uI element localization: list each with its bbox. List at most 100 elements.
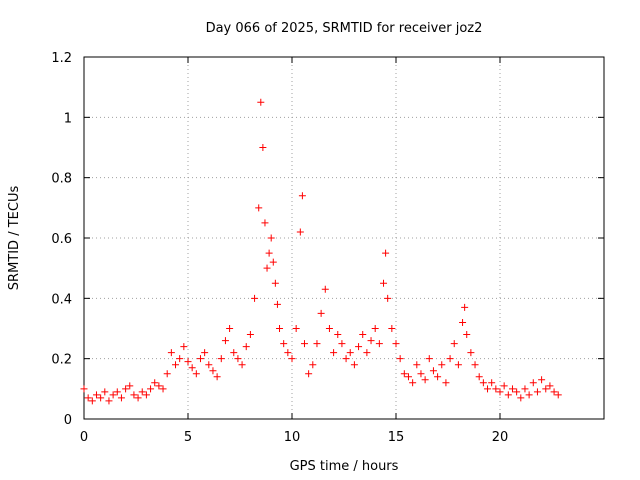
- data-point: [330, 349, 338, 357]
- data-point: [342, 355, 350, 363]
- data-point: [201, 349, 209, 357]
- data-point: [442, 379, 450, 387]
- data-point: [273, 300, 281, 308]
- data-point: [205, 361, 213, 369]
- data-point: [421, 376, 429, 384]
- data-point: [325, 325, 333, 332]
- data-points: [80, 98, 562, 405]
- data-point: [496, 388, 504, 396]
- data-point: [284, 349, 292, 357]
- data-point: [538, 376, 546, 384]
- data-point: [475, 373, 483, 381]
- data-point: [355, 343, 363, 351]
- data-point: [413, 361, 421, 369]
- data-point: [508, 385, 516, 393]
- data-point: [434, 373, 442, 381]
- data-point: [479, 379, 487, 387]
- data-point: [517, 394, 525, 402]
- data-point: [371, 325, 379, 332]
- data-point: [463, 331, 471, 339]
- data-point: [382, 249, 390, 257]
- y-tick-label: 1.2: [51, 51, 72, 66]
- data-point: [261, 219, 269, 227]
- data-point: [429, 367, 437, 375]
- data-point: [109, 391, 117, 399]
- data-point: [529, 379, 537, 387]
- data-point: [321, 285, 329, 293]
- data-point: [221, 337, 229, 345]
- data-point: [226, 325, 234, 332]
- data-point: [134, 394, 142, 402]
- data-point: [471, 361, 479, 369]
- x-axis-label: GPS time / hours: [290, 459, 399, 474]
- chart-title: Day 066 of 2025, SRMTID for receiver joz…: [206, 21, 483, 36]
- data-point: [296, 228, 304, 236]
- y-tick-label: 0.4: [51, 292, 72, 307]
- data-point: [454, 361, 462, 369]
- data-point: [317, 309, 325, 317]
- data-point: [280, 340, 288, 348]
- data-point: [425, 355, 433, 363]
- data-point: [126, 382, 134, 390]
- data-point: [269, 258, 277, 266]
- data-point: [392, 340, 400, 348]
- data-point: [492, 385, 500, 393]
- data-point: [446, 355, 454, 363]
- data-point: [367, 337, 375, 345]
- data-point: [404, 373, 412, 381]
- data-point: [92, 391, 100, 399]
- data-point: [300, 340, 308, 348]
- data-point: [546, 382, 554, 390]
- data-point: [265, 249, 273, 257]
- data-point: [459, 318, 467, 326]
- y-tick-label: 0.2: [51, 353, 72, 368]
- data-point: [298, 192, 306, 200]
- data-point: [80, 385, 88, 393]
- data-point: [500, 382, 508, 390]
- data-point: [346, 349, 354, 357]
- axis-ticks: [83, 56, 604, 420]
- data-point: [400, 370, 408, 378]
- data-point: [409, 379, 417, 387]
- y-tick-label: 0.8: [51, 172, 72, 187]
- data-point: [417, 370, 425, 378]
- x-tick-label: 5: [184, 430, 192, 445]
- data-point: [176, 355, 184, 363]
- data-point: [188, 364, 196, 372]
- data-point: [105, 397, 113, 405]
- data-point: [184, 358, 192, 366]
- data-point: [380, 279, 388, 287]
- data-point: [313, 340, 321, 348]
- data-point: [309, 361, 317, 369]
- data-point: [180, 343, 188, 351]
- data-point: [217, 355, 225, 363]
- data-point: [276, 325, 284, 332]
- data-point: [159, 385, 167, 393]
- data-point: [450, 340, 458, 348]
- data-point: [267, 234, 275, 242]
- data-point: [209, 367, 217, 375]
- data-point: [242, 343, 250, 351]
- data-point: [192, 370, 200, 378]
- data-point: [155, 382, 163, 390]
- data-point: [338, 340, 346, 348]
- data-point: [350, 361, 358, 369]
- data-point: [513, 388, 521, 396]
- x-tick-label: 20: [492, 430, 509, 445]
- data-point: [234, 355, 242, 363]
- data-point: [230, 349, 238, 357]
- data-point: [396, 355, 404, 363]
- data-point: [238, 361, 246, 369]
- data-point: [438, 361, 446, 369]
- data-point: [113, 388, 121, 396]
- data-point: [142, 391, 150, 399]
- y-tick-label: 0: [64, 413, 72, 428]
- data-point: [251, 294, 259, 302]
- y-tick-label: 0.6: [51, 232, 72, 247]
- data-point: [271, 279, 279, 287]
- data-point: [461, 303, 469, 311]
- data-point: [88, 397, 96, 405]
- data-point: [147, 385, 155, 393]
- data-point: [550, 388, 558, 396]
- data-point: [97, 394, 105, 402]
